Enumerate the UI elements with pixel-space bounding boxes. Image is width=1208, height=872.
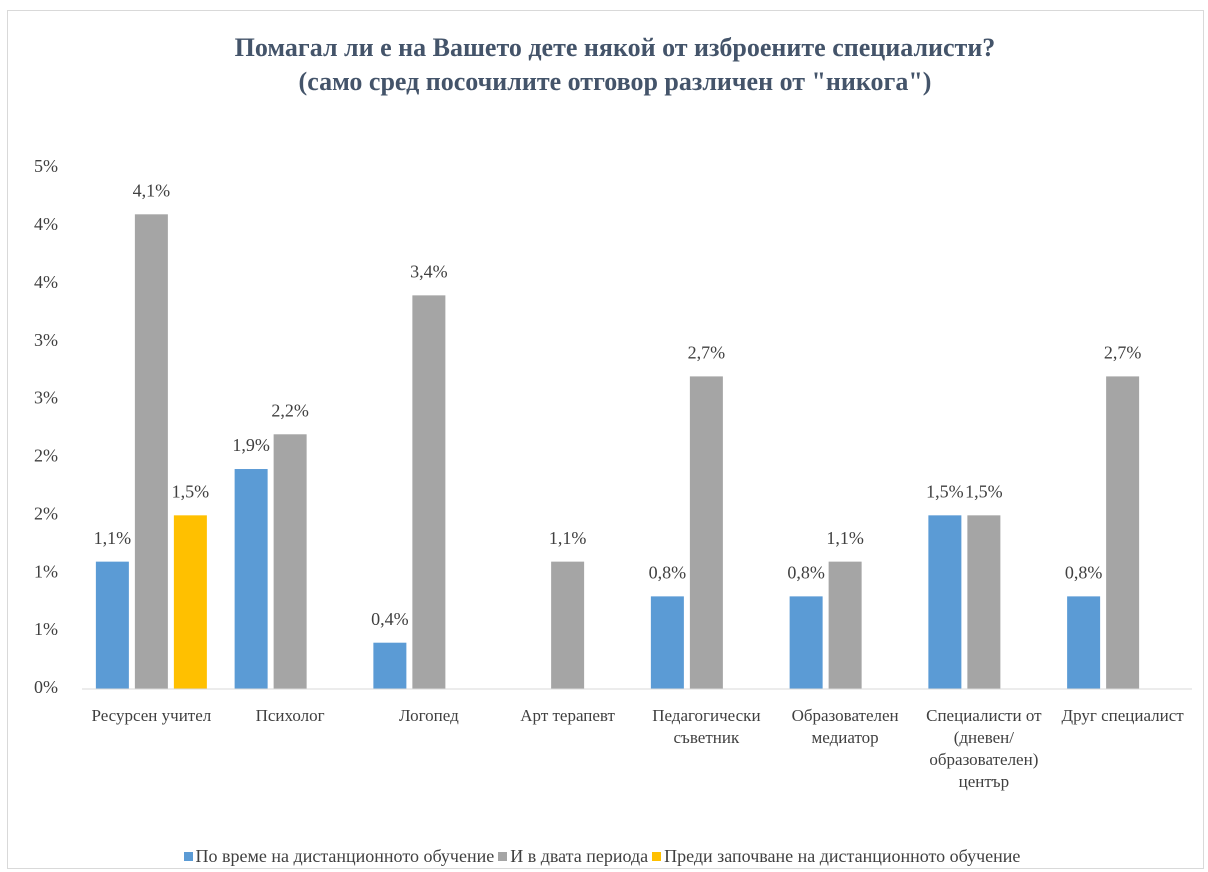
y-tick-label: 1% <box>34 619 58 639</box>
data-label: 1,5% <box>172 481 210 501</box>
y-tick-label: 2% <box>34 446 58 466</box>
y-tick-label: 0% <box>34 677 58 697</box>
data-label: 1,1% <box>549 528 587 548</box>
y-tick-label: 3% <box>34 330 58 350</box>
bar <box>173 515 207 689</box>
bar <box>134 214 168 690</box>
legend: По време на дистанционното обучение И в д… <box>0 846 1208 867</box>
chart-title: Помагал ли е на Вашето дете някой от изб… <box>235 33 996 62</box>
x-tick-label: Логопед <box>399 706 459 725</box>
data-label: 1,5% <box>965 481 1003 501</box>
legend-swatch <box>652 852 662 861</box>
x-tick-label: Специалисти от (дневен/ образователен) ц… <box>926 706 1042 791</box>
data-label: 0,8% <box>649 563 687 583</box>
y-tick-label: 1% <box>34 561 58 581</box>
y-tick-label: 4% <box>34 214 58 234</box>
bar <box>967 515 1001 689</box>
x-tick-label: Педагогически съветник <box>652 706 761 747</box>
x-tick-label: Образователен медиатор <box>791 706 899 747</box>
bar <box>928 515 962 689</box>
data-label: 2,7% <box>1104 343 1142 363</box>
data-label: 1,1% <box>94 528 132 548</box>
legend-label: Преди започване на дистанционното обучен… <box>664 846 1021 866</box>
data-label: 0,8% <box>1065 563 1103 583</box>
bar <box>828 561 862 689</box>
bar <box>551 561 585 689</box>
data-label: 0,8% <box>787 563 825 583</box>
bar <box>412 295 446 689</box>
legend-swatch <box>183 852 193 861</box>
data-label: 1,1% <box>826 528 864 548</box>
chart-title: (само сред посочилите отговор различен о… <box>299 67 932 96</box>
data-label: 3,4% <box>410 261 448 281</box>
bar <box>650 596 684 689</box>
data-label: 0,4% <box>371 609 409 629</box>
legend-item: По време на дистанционното обучение <box>183 846 495 867</box>
legend-item: И в двата периода <box>498 846 648 867</box>
bar <box>689 376 723 689</box>
bar <box>95 561 129 689</box>
x-tick-label: Друг специалист <box>1061 706 1184 725</box>
data-label: 1,9% <box>232 435 270 455</box>
legend-item: Преди започване на дистанционното обучен… <box>652 846 1020 867</box>
y-tick-label: 2% <box>34 503 58 523</box>
bar <box>789 596 823 689</box>
x-tick-label: Ресурсен учител <box>91 706 212 725</box>
data-label: 2,2% <box>271 400 309 420</box>
x-tick-label: Арт терапевт <box>520 706 615 725</box>
chart-border <box>7 10 1204 869</box>
bar <box>1106 376 1140 689</box>
data-label: 4,1% <box>133 180 171 200</box>
data-label: 1,5% <box>926 481 964 501</box>
legend-swatch <box>498 852 508 861</box>
bar <box>234 469 268 689</box>
bar <box>273 434 307 689</box>
legend-label: И в двата периода <box>510 846 649 866</box>
y-tick-label: 4% <box>34 272 58 292</box>
y-tick-label: 5% <box>34 156 58 176</box>
data-label: 2,7% <box>688 343 726 363</box>
bar <box>373 642 407 689</box>
y-tick-label: 3% <box>34 388 58 408</box>
x-tick-label: Психолог <box>255 706 325 725</box>
legend-label: По време на дистанционното обучение <box>195 846 495 866</box>
bar <box>1067 596 1101 689</box>
